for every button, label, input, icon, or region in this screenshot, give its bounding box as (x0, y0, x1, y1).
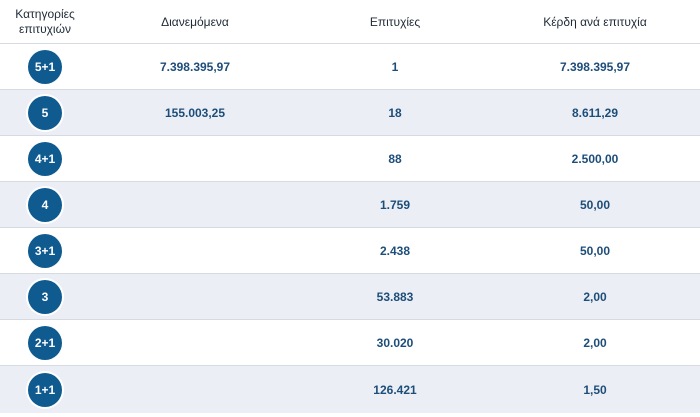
table-row: 1+1 126.421 1,50 (0, 366, 700, 413)
prize-cell: 7.398.395,97 (559, 59, 631, 74)
header-prize: Κέρδη ανά επιτυχία (543, 14, 647, 29)
winners-cell: 1.759 (379, 197, 411, 212)
table-row: 3+1 2.438 50,00 (0, 228, 700, 274)
winners-cell: 88 (388, 151, 402, 166)
prize-cell: 8.611,29 (571, 105, 619, 120)
table-row: 2+1 30.020 2,00 (0, 320, 700, 366)
table-header: Κατηγορίες επιτυχιών Διανεμόμενα Επιτυχί… (0, 0, 700, 44)
prize-cell: 2,00 (583, 335, 607, 350)
winners-cell: 18 (388, 105, 402, 120)
winners-cell: 30.020 (376, 335, 414, 350)
distributed-cell: 7.398.395,97 (159, 59, 231, 74)
category-badge: 5+1 (28, 49, 62, 84)
prize-cell: 50,00 (579, 197, 611, 212)
table-row: 3 53.883 2,00 (0, 274, 700, 320)
prize-cell: 2.500,00 (571, 151, 619, 166)
prize-cell: 50,00 (579, 243, 611, 258)
table-row: 4+1 88 2.500,00 (0, 136, 700, 182)
category-badge: 4 (28, 187, 62, 222)
prize-cell: 1,50 (583, 382, 607, 397)
winners-cell: 126.421 (373, 382, 417, 397)
table-row: 4 1.759 50,00 (0, 182, 700, 228)
table-row: 5+1 7.398.395,97 1 7.398.395,97 (0, 44, 700, 90)
category-badge: 3+1 (28, 233, 62, 268)
prize-cell: 2,00 (583, 289, 607, 304)
distributed-cell: 155.003,25 (164, 105, 226, 120)
winners-cell: 2.438 (379, 243, 411, 258)
category-badge: 2+1 (28, 325, 62, 360)
category-badge: 4+1 (28, 141, 62, 176)
category-badge: 3 (28, 279, 62, 314)
winners-cell: 53.883 (376, 289, 414, 304)
table-row: 5 155.003,25 18 8.611,29 (0, 90, 700, 136)
winners-cell: 1 (391, 59, 399, 74)
header-category: Κατηγορίες επιτυχιών (15, 6, 75, 36)
category-badge: 5 (28, 95, 62, 130)
header-distributed: Διανεμόμενα (161, 14, 229, 29)
header-winners: Επιτυχίες (369, 14, 421, 29)
category-badge: 1+1 (28, 372, 62, 407)
